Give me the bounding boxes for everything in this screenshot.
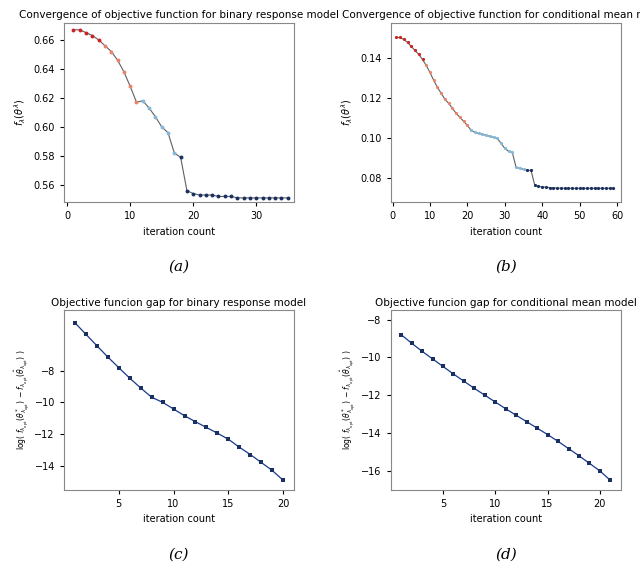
X-axis label: iteration count: iteration count — [143, 515, 215, 524]
Title: Objective funcion gap for binary response model: Objective funcion gap for binary respons… — [51, 298, 307, 308]
Y-axis label: log( $f_{\lambda_{opt}}(\theta^*_{\lambda_{opt}})$ $-$ $f_{\lambda_{opt}}(\hat{\: log( $f_{\lambda_{opt}}(\theta^*_{\lambd… — [339, 350, 358, 450]
Y-axis label: $f_\lambda(\theta^\lambda)$: $f_\lambda(\theta^\lambda)$ — [339, 99, 355, 126]
Text: (a): (a) — [168, 260, 189, 274]
Y-axis label: log( $f_{\lambda_{opt}}(\theta^*_{\lambda_{opt}})$ $-$ $f_{\lambda_{opt}}(\hat{\: log( $f_{\lambda_{opt}}(\theta^*_{\lambd… — [13, 350, 32, 450]
Title: Objective funcion gap for conditional mean model: Objective funcion gap for conditional me… — [375, 298, 637, 308]
Title: Convergence of objective function for binary response model: Convergence of objective function for bi… — [19, 10, 339, 20]
Text: (b): (b) — [495, 260, 516, 274]
Title: Convergence of objective function for conditional mean model: Convergence of objective function for co… — [342, 10, 640, 20]
Y-axis label: $f_\lambda(\theta^\lambda)$: $f_\lambda(\theta^\lambda)$ — [13, 99, 28, 126]
X-axis label: iteration count: iteration count — [470, 227, 542, 237]
Text: (c): (c) — [169, 547, 189, 561]
Text: (d): (d) — [495, 547, 516, 561]
X-axis label: iteration count: iteration count — [143, 227, 215, 237]
X-axis label: iteration count: iteration count — [470, 515, 542, 524]
